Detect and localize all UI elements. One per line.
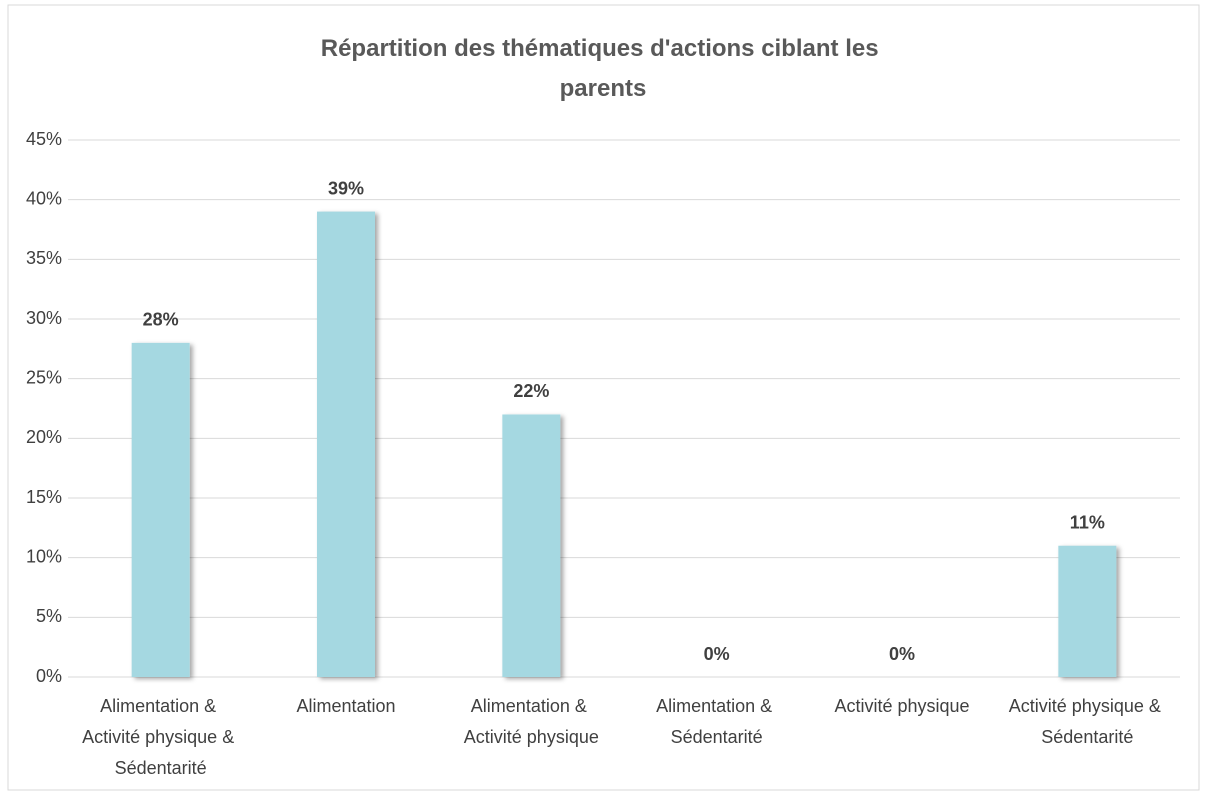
bar bbox=[131, 342, 190, 677]
y-tick-label: 40% bbox=[26, 188, 62, 208]
x-tick-label: Alimentation & Activité physique & Séden… bbox=[82, 696, 239, 778]
y-tick-label: 35% bbox=[26, 248, 62, 268]
x-tick-label: Activité physique & Sédentarité bbox=[1009, 696, 1166, 747]
data-label: 39% bbox=[328, 178, 364, 198]
y-tick-label: 20% bbox=[26, 427, 62, 447]
x-tick-label: Alimentation & Sédentarité bbox=[656, 696, 777, 747]
data-label: 0% bbox=[704, 644, 730, 664]
y-tick-label: 45% bbox=[26, 129, 62, 149]
bar bbox=[502, 414, 561, 677]
x-tick-label: Activité physique bbox=[834, 696, 969, 716]
y-tick-label: 0% bbox=[36, 666, 62, 686]
y-tick-label: 15% bbox=[26, 487, 62, 507]
data-label: 11% bbox=[1070, 512, 1105, 532]
data-label: 22% bbox=[513, 381, 549, 401]
bar bbox=[1058, 545, 1117, 677]
bar bbox=[317, 211, 375, 677]
chart-title: Répartition des thématiques d'actions ci… bbox=[321, 35, 886, 102]
y-tick-label: 5% bbox=[36, 606, 62, 626]
data-label: 28% bbox=[143, 310, 179, 330]
x-tick-label: Alimentation & Activité physique bbox=[464, 696, 599, 747]
data-label: 0% bbox=[889, 644, 915, 664]
y-tick-label: 30% bbox=[26, 308, 62, 328]
y-tick-label: 10% bbox=[26, 546, 62, 566]
y-tick-label: 25% bbox=[26, 367, 62, 387]
chart-border bbox=[7, 4, 1200, 791]
x-tick-label: Alimentation bbox=[296, 696, 395, 716]
